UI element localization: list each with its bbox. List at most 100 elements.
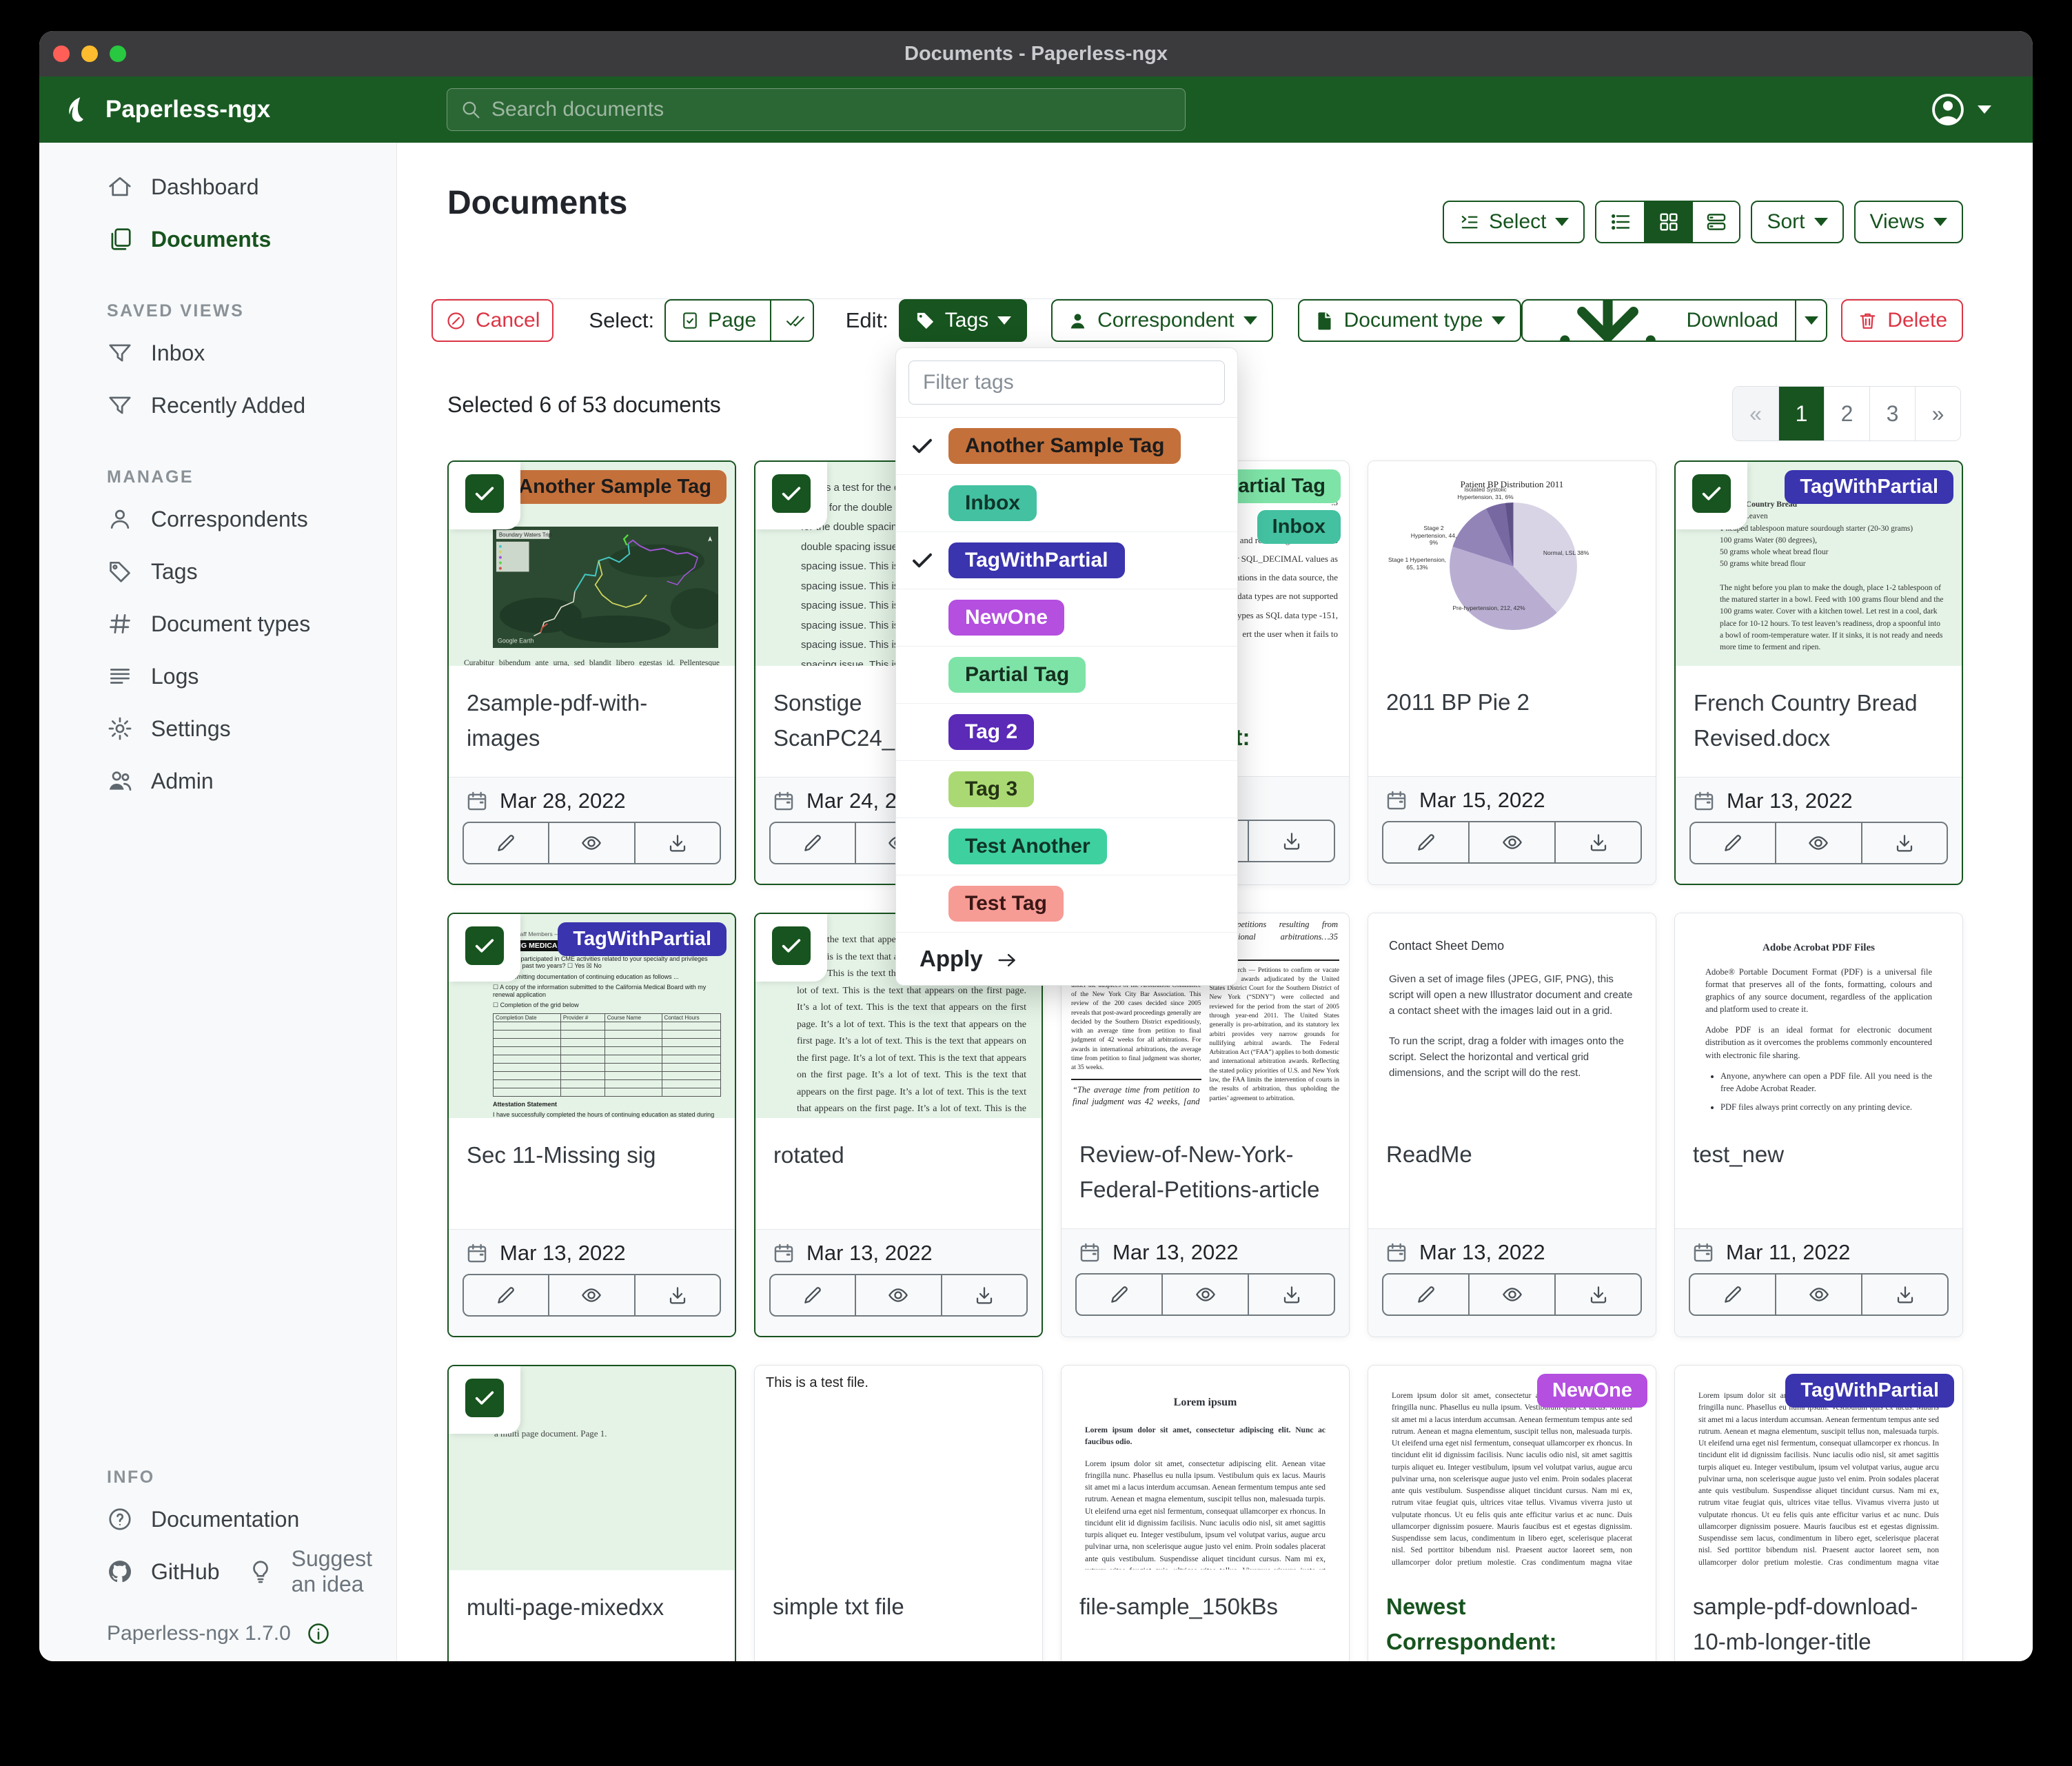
edit-document-button[interactable]	[463, 1274, 550, 1317]
selection-checkbox[interactable]	[1692, 474, 1731, 513]
view-document-button[interactable]	[548, 822, 636, 864]
view-mode-cards[interactable]	[1692, 202, 1740, 242]
sidebar-item-documentation[interactable]: Documentation	[39, 1493, 396, 1545]
select-page-button[interactable]: Page	[666, 301, 770, 341]
edit-document-button[interactable]	[463, 822, 550, 864]
sidebar-item-dashboard[interactable]: Dashboard	[39, 161, 396, 213]
document-thumbnail[interactable]: Boundary Waters Trip Google Earth Curabitu…	[449, 462, 735, 666]
app-logo[interactable]: Paperless-ngx	[64, 77, 270, 143]
sidebar-item-tags[interactable]: Tags	[39, 545, 396, 598]
tag-badge[interactable]: TagWithPartial	[1785, 1374, 1954, 1408]
document-thumbnail[interactable]: Lorem ipsum dolor sit amet, consectetur …	[1675, 1366, 1962, 1570]
selection-checkbox[interactable]	[465, 926, 504, 965]
sidebar-item-github[interactable]: GitHub	[39, 1545, 220, 1598]
tag-option-tag-3[interactable]: Tag 3	[896, 761, 1237, 818]
download-button[interactable]: Download	[1523, 301, 1795, 341]
document-thumbnail[interactable]: French Country BreadFor the Leaven 1 hea…	[1676, 462, 1962, 666]
delete-button[interactable]: Delete	[1841, 299, 1963, 342]
sidebar-item-correspondents[interactable]: Correspondents	[39, 493, 396, 545]
edit-document-button[interactable]	[1075, 1273, 1163, 1316]
view-document-button[interactable]	[1468, 1273, 1556, 1316]
view-document-button[interactable]	[1775, 822, 1862, 864]
view-document-button[interactable]	[548, 1274, 636, 1317]
tag-option-partial-tag[interactable]: Partial Tag	[896, 647, 1237, 704]
search-input[interactable]	[491, 98, 1172, 121]
tag-badge[interactable]: Inbox	[1257, 510, 1341, 544]
zoom-window-button[interactable]	[110, 45, 126, 62]
info-icon[interactable]	[306, 1621, 331, 1646]
pagination-page-1[interactable]: 1	[1778, 387, 1824, 440]
download-document-button[interactable]	[633, 822, 721, 864]
tag-badge[interactable]: TagWithPartial	[558, 922, 727, 956]
document-title[interactable]: French Country Bread Revised.docx	[1694, 690, 1918, 751]
view-document-button[interactable]	[1775, 1273, 1862, 1316]
tag-option-newone[interactable]: NewOne	[896, 589, 1237, 647]
view-mode-list[interactable]	[1596, 202, 1645, 242]
download-document-button[interactable]	[1248, 1273, 1335, 1316]
document-title[interactable]: ReadMe	[1386, 1141, 1472, 1167]
document-title[interactable]: Sec 11-Missing sig	[467, 1142, 656, 1168]
document-title[interactable]: test_new	[1693, 1141, 1785, 1167]
close-window-button[interactable]	[53, 45, 70, 62]
edit-document-button[interactable]	[769, 1274, 857, 1317]
document-thumbnail[interactable]: Lorem ipsum dolor sit amet, consectetur …	[1368, 1366, 1656, 1570]
selection-checkbox[interactable]	[772, 474, 811, 513]
edit-document-type-button[interactable]: Document type	[1297, 299, 1522, 342]
edit-document-button[interactable]	[1689, 1273, 1776, 1316]
edit-tags-button[interactable]: Tags	[898, 299, 1028, 342]
document-thumbnail[interactable]: Medical Staff Members — n Hospital, Los …	[449, 914, 735, 1118]
sidebar-item-settings[interactable]: Settings	[39, 702, 396, 755]
download-document-button[interactable]	[1554, 821, 1642, 864]
edit-document-button[interactable]	[769, 822, 857, 864]
sidebar-item-admin[interactable]: Admin	[39, 755, 396, 807]
cancel-button[interactable]: Cancel	[431, 299, 554, 342]
document-title[interactable]: 2011 BP Pie 2	[1386, 689, 1530, 715]
download-document-button[interactable]	[940, 1274, 1028, 1317]
tag-option-test-another[interactable]: Test Another	[896, 818, 1237, 875]
view-document-button[interactable]	[855, 1274, 942, 1317]
download-document-button[interactable]	[1860, 822, 1948, 864]
download-document-button[interactable]	[1248, 820, 1335, 862]
document-thumbnail[interactable]: Lorem ipsum Lorem ipsum dolor sit amet, c…	[1062, 1366, 1349, 1570]
view-document-button[interactable]	[1468, 821, 1556, 864]
user-menu[interactable]	[1929, 77, 1991, 143]
selection-checkbox[interactable]	[465, 1379, 504, 1417]
document-title[interactable]: file-sample_150kBs	[1079, 1594, 1278, 1619]
view-document-button[interactable]	[1161, 1273, 1249, 1316]
edit-document-button[interactable]	[1382, 1273, 1470, 1316]
edit-document-button[interactable]	[1382, 821, 1470, 864]
pagination-next[interactable]: »	[1915, 387, 1960, 440]
pagination-page-2[interactable]: 2	[1824, 387, 1869, 440]
sidebar-item-suggest-idea[interactable]: Suggest an idea	[220, 1545, 396, 1598]
sidebar-item-documents[interactable]: Documents	[39, 213, 396, 265]
selection-checkbox[interactable]	[465, 474, 504, 513]
pagination-page-3[interactable]: 3	[1869, 387, 1915, 440]
download-options-button[interactable]	[1794, 301, 1826, 341]
document-thumbnail[interactable]: Contact Sheet Demo Given a set of image f…	[1368, 913, 1656, 1117]
sidebar-item-logs[interactable]: Logs	[39, 650, 396, 702]
document-title[interactable]: multi-page-mixedxx	[467, 1594, 664, 1620]
document-title[interactable]: Review-of-New-York-Federal-Petitions-art…	[1079, 1141, 1320, 1203]
tag-option-inbox[interactable]: Inbox	[896, 475, 1237, 532]
apply-tags-button[interactable]: Apply	[896, 933, 1237, 985]
tag-option-tag-2[interactable]: Tag 2	[896, 704, 1237, 761]
selection-checkbox[interactable]	[772, 926, 811, 965]
edit-correspondent-button[interactable]: Correspondent	[1051, 299, 1273, 342]
pagination-prev[interactable]: «	[1733, 387, 1778, 440]
tag-badge[interactable]: NewOne	[1536, 1374, 1647, 1408]
sidebar-item-recently-added[interactable]: Recently Added	[39, 379, 396, 432]
select-dropdown-button[interactable]: Select	[1443, 201, 1585, 243]
tag-badge[interactable]: TagWithPartial	[1785, 470, 1953, 504]
document-thumbnail[interactable]: a multi page document. Page 1.	[449, 1366, 735, 1570]
download-document-button[interactable]	[1554, 1273, 1642, 1316]
document-thumbnail[interactable]: This is a test file.	[755, 1366, 1042, 1570]
tag-badge[interactable]: Another Sample Tag	[503, 470, 727, 504]
filter-tags-input[interactable]	[908, 361, 1225, 405]
document-thumbnail[interactable]: Adobe Acrobat PDF Files Adobe® Portable D…	[1675, 913, 1962, 1117]
tag-option-tagwithpartial[interactable]: TagWithPartial	[896, 532, 1237, 589]
document-title[interactable]: sample-pdf-download-10-mb-longer-title	[1693, 1594, 1918, 1655]
document-title[interactable]: 2sample-pdf-with-images	[467, 690, 648, 751]
download-document-button[interactable]	[633, 1274, 721, 1317]
tag-option-test-tag[interactable]: Test Tag	[896, 875, 1237, 933]
minimize-window-button[interactable]	[81, 45, 98, 62]
